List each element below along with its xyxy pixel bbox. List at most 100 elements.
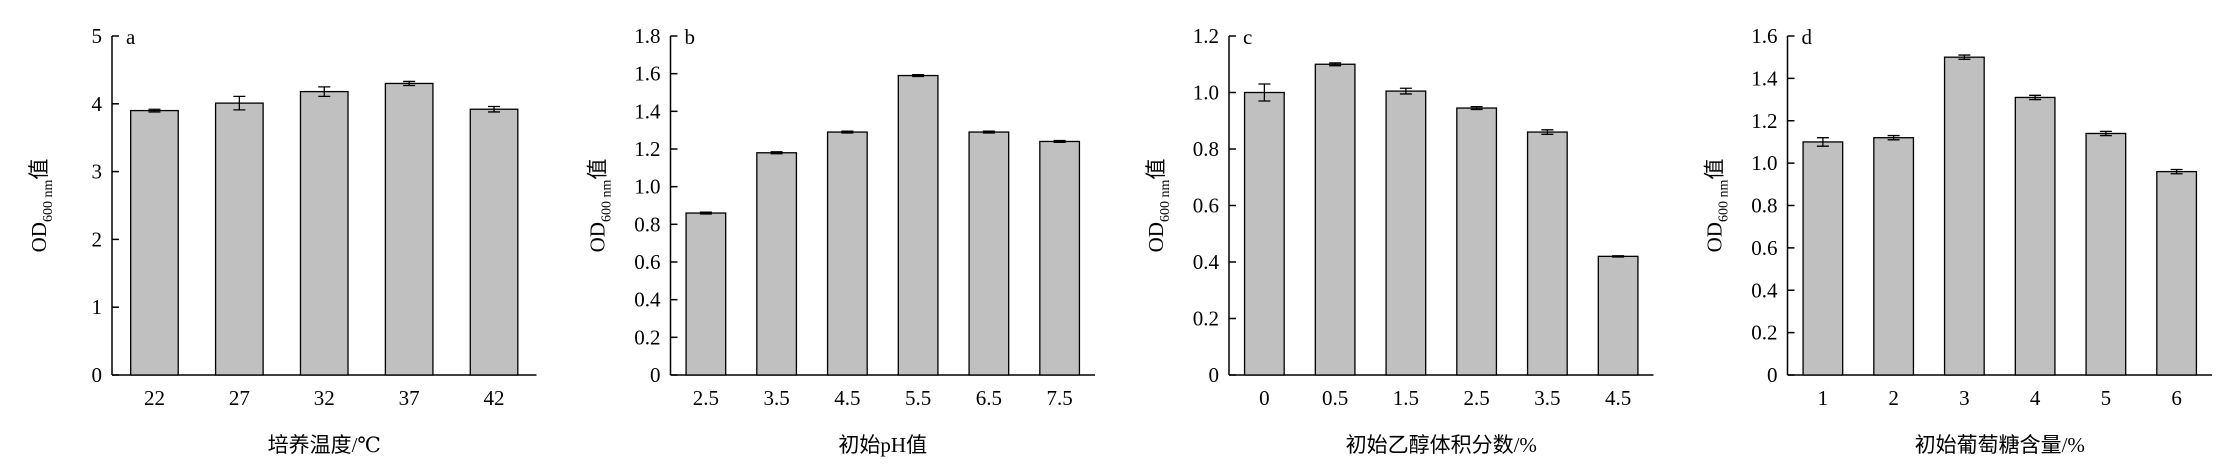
- error-bar: [1399, 87, 1412, 95]
- bar: [2014, 96, 2056, 376]
- error-bar: [1329, 62, 1342, 67]
- x-tick-label: 0: [1259, 386, 1270, 410]
- error-bar: [148, 108, 161, 113]
- y-tick-label: 0.4: [634, 288, 661, 312]
- y-tick-label: 0.4: [1751, 278, 1778, 302]
- bar: [1243, 91, 1285, 376]
- y-tick-label: 1.2: [1193, 24, 1219, 48]
- x-tick-label: 4: [2030, 386, 2041, 410]
- y-label-suffix: 值: [1703, 159, 1727, 180]
- y-tick-label: 0.6: [634, 250, 660, 274]
- error-bar: [1816, 137, 1829, 147]
- error-bar: [982, 130, 995, 134]
- x-tick-label: 1.5: [1393, 386, 1419, 410]
- x-tick-label: 32: [314, 386, 335, 410]
- error-bar: [2099, 130, 2112, 137]
- y-label-sub: 600 nm: [1158, 180, 1173, 223]
- y-label-sub: 600 nm: [1717, 180, 1732, 223]
- y-tick-label: 0: [1767, 363, 1778, 387]
- x-axis-label: 初始pH值: [838, 433, 927, 457]
- y-axis-label: OD600 nm值: [1144, 159, 1173, 253]
- x-tick-label: 37: [399, 386, 420, 410]
- y-tick-label: 2: [92, 227, 103, 251]
- y-axis-label: OD600 nm值: [1703, 159, 1732, 253]
- error-bar: [233, 95, 246, 111]
- bar: [1597, 255, 1639, 376]
- y-label-main: OD: [586, 222, 610, 252]
- y-label-main: OD: [27, 222, 51, 252]
- x-tick-label: 2.5: [693, 386, 719, 410]
- error-bar: [2029, 94, 2042, 101]
- x-axis-label: 培养温度/℃: [268, 433, 381, 457]
- x-axis-label: 初始葡萄糖含量/%: [1915, 433, 2085, 457]
- y-tick-label: 1.0: [634, 175, 660, 199]
- y-tick-label: 1.6: [634, 62, 660, 86]
- error-bar: [770, 151, 783, 155]
- y-tick-label: 0.2: [1751, 321, 1777, 345]
- x-tick-label: 42: [484, 386, 505, 410]
- bar: [214, 102, 264, 376]
- y-tick-label: 0.4: [1193, 250, 1220, 274]
- error-bar: [403, 80, 416, 87]
- bar: [2085, 132, 2127, 376]
- y-tick-label: 5: [92, 24, 103, 48]
- error-bar: [1470, 105, 1483, 111]
- x-tick-label: 7.5: [1047, 386, 1073, 410]
- y-label-suffix: 值: [27, 159, 51, 180]
- error-bar: [841, 130, 854, 134]
- error-bar: [1053, 139, 1066, 144]
- y-tick-label: 1.0: [1751, 151, 1777, 175]
- y-tick-label: 4: [92, 92, 103, 116]
- y-tick-label: 1.2: [634, 137, 660, 161]
- x-tick-label: 3.5: [1534, 386, 1560, 410]
- panel-label: c: [1243, 25, 1252, 49]
- x-tick-label: 2.5: [1464, 386, 1490, 410]
- error-bar: [1887, 134, 1900, 141]
- bar: [897, 74, 939, 376]
- y-tick-label: 1.4: [1751, 66, 1778, 90]
- y-label-sub: 600 nm: [600, 180, 615, 223]
- x-tick-label: 22: [144, 386, 165, 410]
- y-tick-label: 1.8: [634, 24, 660, 48]
- x-tick-label: 5.5: [905, 386, 931, 410]
- x-tick-label: 1: [1818, 386, 1829, 410]
- error-bar: [1541, 129, 1554, 135]
- x-tick-label: 6.5: [976, 386, 1002, 410]
- y-tick-label: 0.8: [634, 212, 660, 236]
- y-tick-label: 0.6: [1751, 236, 1777, 260]
- bar: [1039, 140, 1081, 376]
- y-tick-label: 0: [1209, 363, 1220, 387]
- y-tick-label: 1: [92, 295, 103, 319]
- x-tick-label: 4.5: [834, 386, 860, 410]
- y-tick-label: 3: [92, 160, 103, 184]
- bar: [469, 108, 519, 376]
- error-bar: [699, 211, 712, 215]
- panel-label: d: [1802, 25, 1813, 49]
- y-tick-label: 1.0: [1193, 81, 1219, 105]
- bar: [384, 82, 434, 376]
- bar: [1526, 131, 1568, 376]
- bar: [1385, 90, 1427, 376]
- y-tick-label: 1.6: [1751, 24, 1777, 48]
- x-tick-label: 4.5: [1605, 386, 1631, 410]
- panel-label: a: [126, 25, 136, 49]
- bar: [1802, 141, 1844, 376]
- x-tick-label: 3: [1959, 386, 1970, 410]
- y-axis-label: OD600 nm值: [586, 159, 615, 253]
- y-label-main: OD: [1144, 222, 1168, 252]
- y-tick-label: 0: [650, 363, 661, 387]
- y-tick-label: 1.4: [634, 99, 661, 123]
- x-tick-label: 2: [1888, 386, 1899, 410]
- error-bar: [488, 105, 501, 113]
- y-tick-label: 0.2: [1193, 307, 1219, 331]
- error-bar: [1958, 54, 1971, 60]
- bar: [968, 131, 1010, 376]
- y-axis-label: OD600 nm值: [27, 159, 56, 253]
- bar: [685, 212, 727, 376]
- y-label-suffix: 值: [1144, 159, 1168, 180]
- error-bar: [2170, 168, 2183, 175]
- y-tick-label: 0.2: [634, 325, 660, 349]
- y-tick-label: 0.6: [1193, 194, 1219, 218]
